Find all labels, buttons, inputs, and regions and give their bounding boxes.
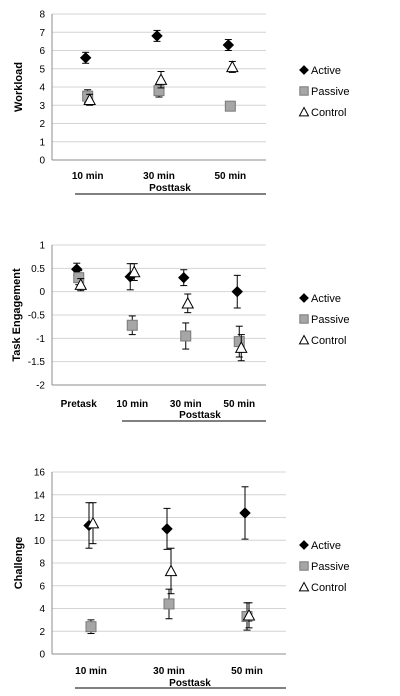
group-label: Posttask: [179, 410, 221, 421]
y-tick-label: 2: [39, 119, 45, 130]
legend-label-control: Control: [311, 335, 346, 347]
legend-marker-passive: [299, 314, 309, 324]
point-active: [178, 271, 190, 284]
point-active: [79, 52, 92, 64]
y-tick-label: -0.5: [28, 311, 46, 322]
legend-label-active: Active: [311, 540, 341, 552]
legend-label-passive: Passive: [311, 314, 350, 326]
legend-marker-active: [299, 540, 309, 550]
point-active: [222, 39, 235, 51]
y-axis-label: Workload: [13, 62, 25, 112]
legend-marker-active: [299, 65, 309, 75]
legend-label-control: Control: [311, 582, 346, 594]
legend-marker-passive: [299, 561, 309, 571]
point-control: [154, 73, 168, 85]
legend-label-control: Control: [311, 107, 346, 119]
point-active: [239, 507, 251, 519]
point-passive: [85, 621, 97, 633]
x-tick-label: 10 min: [72, 171, 104, 182]
y-tick-label: 4: [39, 83, 45, 94]
point-passive: [180, 330, 192, 342]
y-tick-label: 3: [39, 101, 45, 112]
x-tick-label: 30 min: [170, 399, 202, 410]
point-passive: [224, 100, 236, 112]
legend-marker-active: [299, 293, 309, 303]
y-tick-label: 0.5: [31, 264, 45, 275]
y-tick-label: 6: [39, 46, 45, 57]
point-active: [231, 285, 243, 298]
point-control: [83, 93, 97, 105]
y-tick-label: 14: [34, 490, 46, 501]
point-passive: [163, 598, 175, 610]
y-axis-label: Challenge: [13, 537, 25, 590]
y-tick-label: -2: [36, 381, 45, 392]
y-tick-label: 0: [39, 156, 45, 167]
y-tick-label: 6: [39, 581, 45, 592]
legend-marker-control: [298, 106, 310, 117]
group-label: Posttask: [149, 183, 191, 194]
legend-marker-control: [298, 581, 310, 592]
point-control: [242, 608, 256, 621]
y-tick-label: 1: [39, 137, 45, 148]
y-tick-label: 7: [39, 28, 45, 39]
y-tick-label: 2: [39, 627, 45, 638]
x-tick-label: 30 min: [153, 666, 185, 677]
x-tick-label: 50 min: [223, 399, 255, 410]
legend-marker-control: [298, 334, 310, 345]
x-tick-label: 30 min: [143, 171, 175, 182]
y-tick-label: 4: [39, 604, 45, 615]
y-tick-label: 1: [39, 241, 45, 252]
y-axis-label: Task Engagement: [11, 268, 23, 362]
point-control: [86, 516, 100, 529]
y-tick-label: 10: [34, 536, 46, 547]
legend-label-passive: Passive: [311, 86, 350, 98]
point-control: [74, 278, 88, 290]
x-tick-label: 50 min: [214, 171, 246, 182]
y-tick-label: 8: [39, 559, 45, 570]
legend-label-active: Active: [311, 293, 341, 305]
y-tick-label: 12: [34, 513, 46, 524]
y-tick-label: 5: [39, 64, 45, 75]
chart-panel-challenge: 0 2 4 6 8 10 12 14 16 Challenge 10 min 30 min 50 min…: [13, 468, 350, 690]
point-passive: [126, 319, 138, 331]
point-control: [234, 341, 248, 353]
point-control: [164, 564, 178, 577]
point-control: [127, 265, 141, 278]
point-control: [225, 60, 239, 73]
legend-label-active: Active: [311, 65, 341, 77]
y-tick-label: 8: [39, 10, 45, 21]
group-label: Posttask: [169, 678, 211, 689]
point-control: [181, 296, 195, 309]
chart-panel-task-engagement: -2 -1.5 -1 -0.5 0 0.5 1 Task Engagement Pretask 1…: [11, 241, 350, 422]
x-tick-label: 10 min: [75, 666, 107, 677]
x-tick-label: Pretask: [61, 399, 98, 410]
y-tick-label: -1: [36, 334, 45, 345]
y-tick-label: 16: [34, 468, 46, 479]
point-active: [151, 30, 163, 42]
legend-marker-passive: [299, 86, 309, 96]
chart-panel-workload: 0 1 2 3 4 5 6 7 8 Workload 10 min 30 min 50 min Postt…: [13, 10, 350, 195]
y-tick-label: -1.5: [28, 357, 46, 368]
y-tick-label: 0: [39, 287, 45, 298]
legend-label-passive: Passive: [311, 561, 350, 573]
point-active: [161, 523, 173, 535]
x-tick-label: 10 min: [116, 399, 148, 410]
y-tick-label: 0: [39, 650, 45, 661]
point-passive: [153, 85, 165, 97]
x-tick-label: 50 min: [231, 666, 263, 677]
